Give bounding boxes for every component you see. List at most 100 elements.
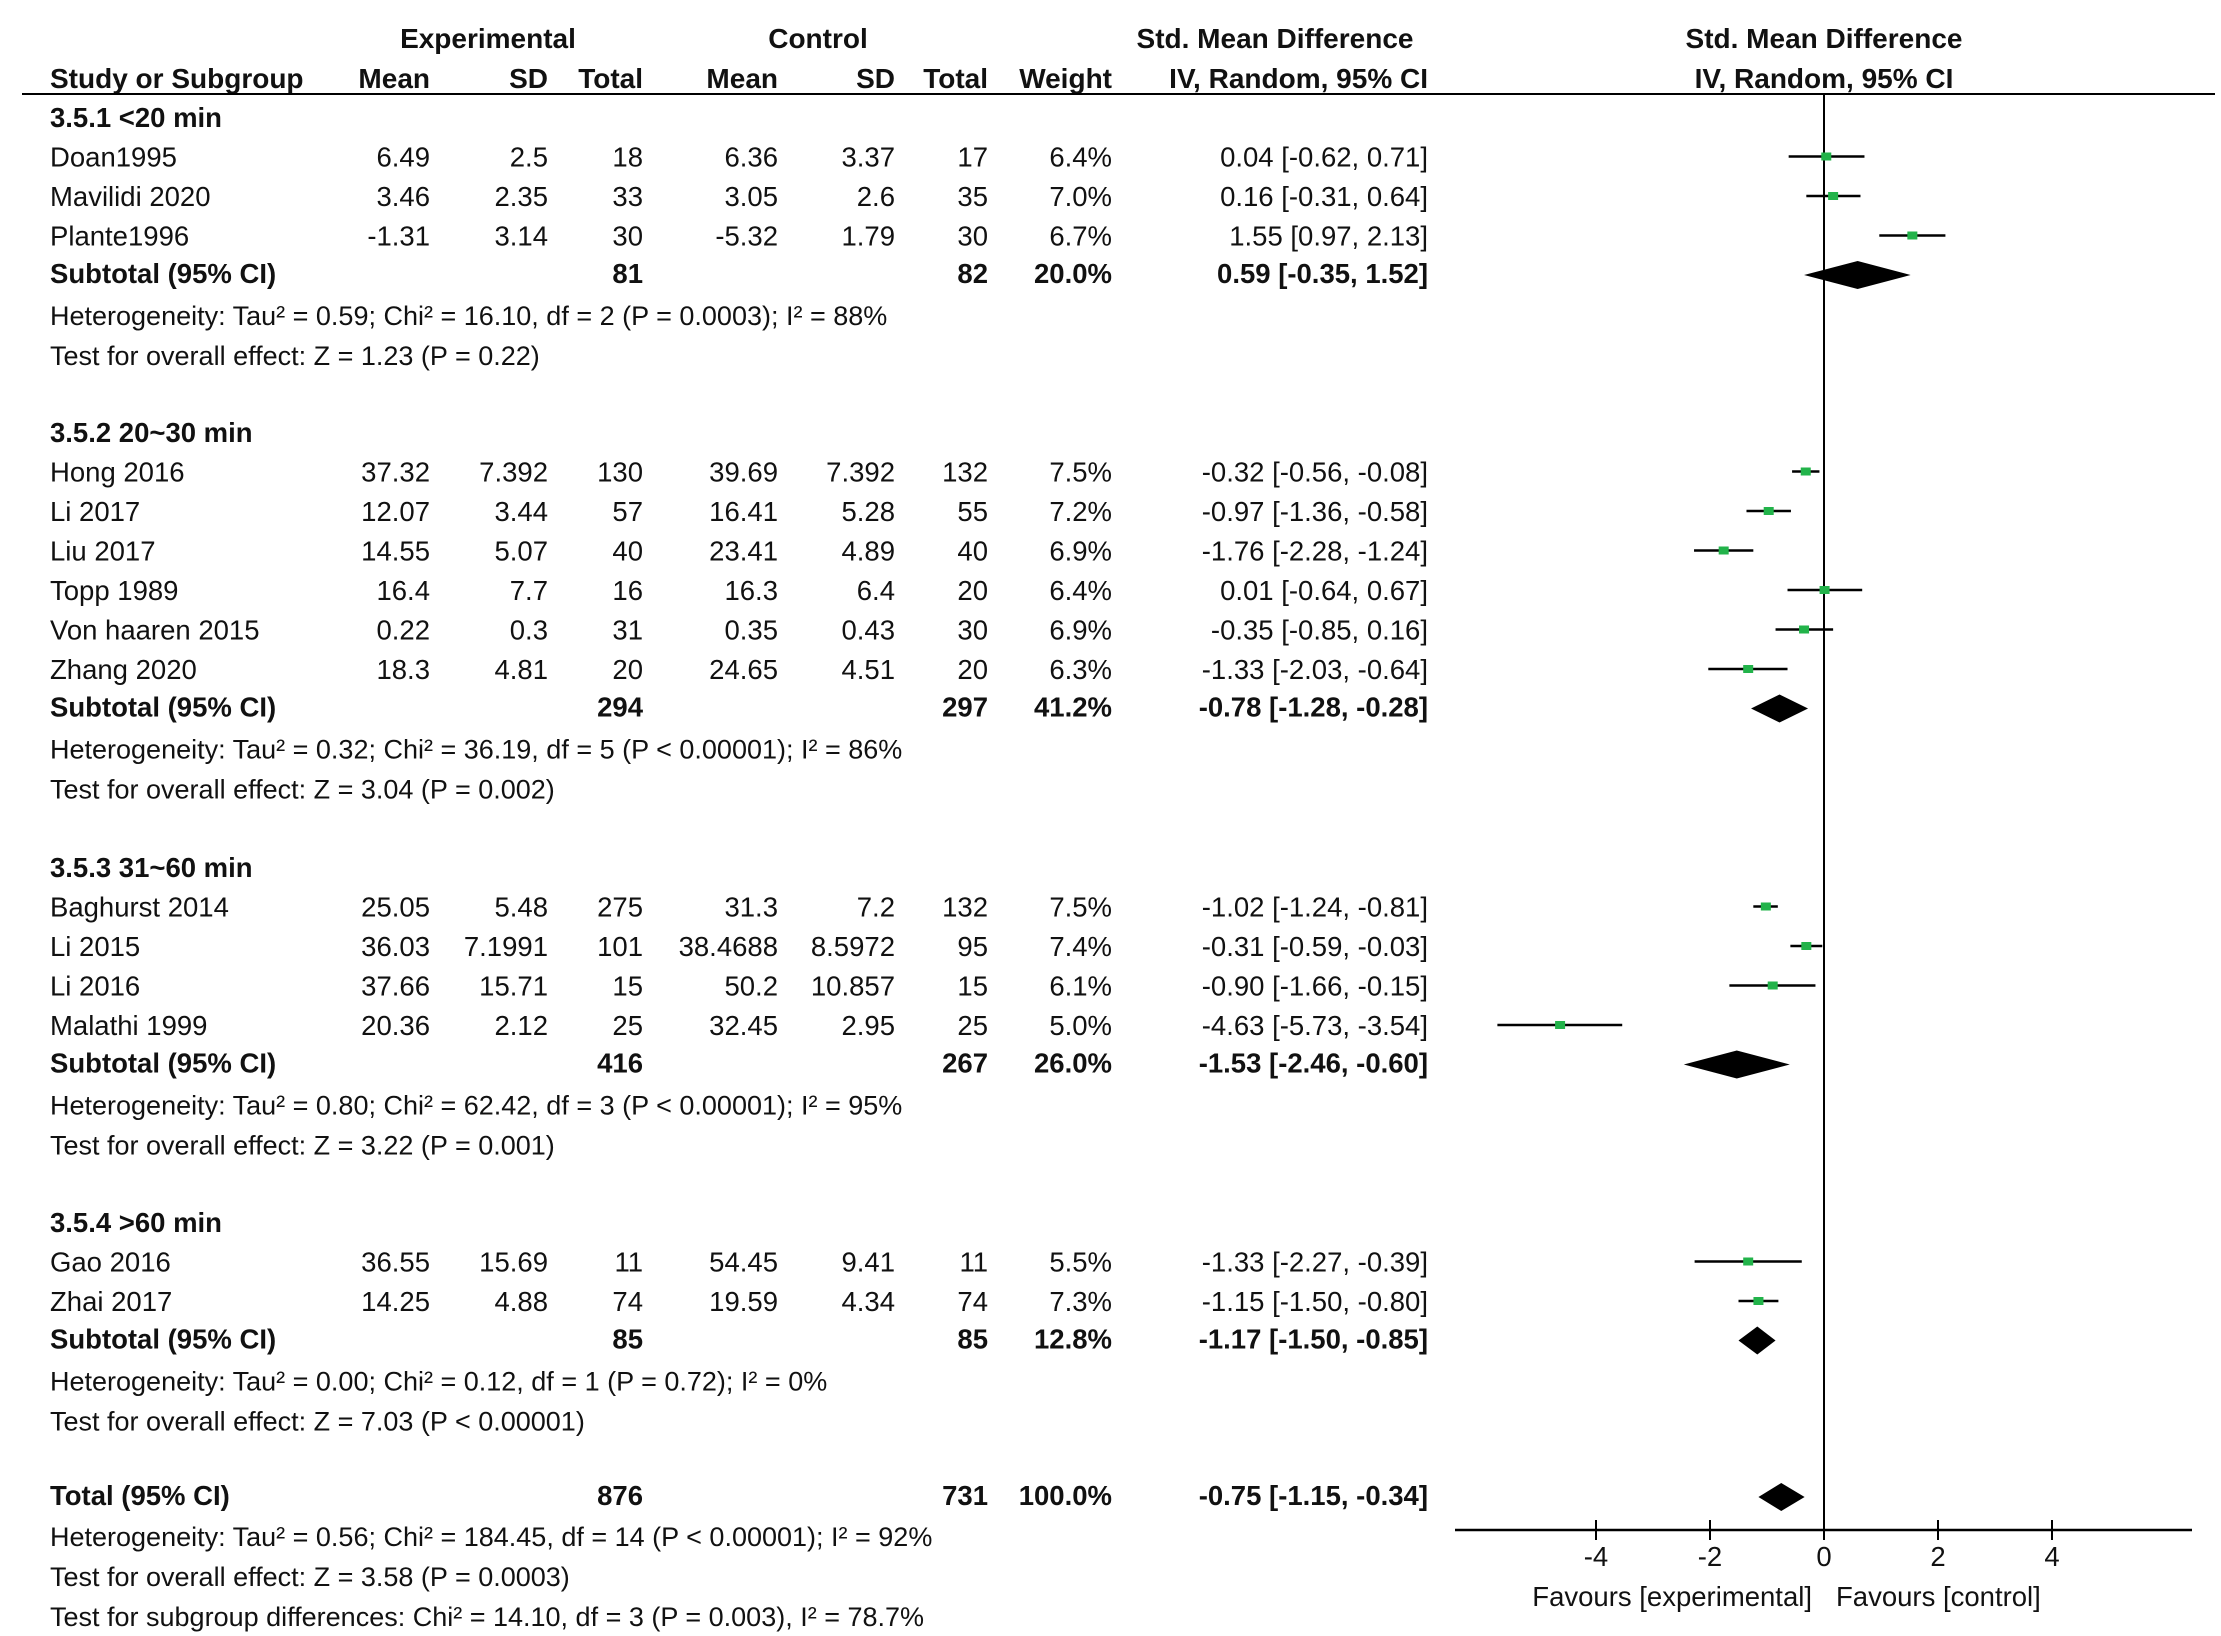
exp-total: 33 xyxy=(612,181,643,212)
point-estimate xyxy=(1800,467,1811,476)
subtotal-ci: -1.17 [-1.50, -0.85] xyxy=(1199,1324,1428,1355)
exp-sd: 7.1991 xyxy=(464,931,548,962)
ctl-total: 11 xyxy=(959,1247,988,1278)
exp-total: 275 xyxy=(597,892,643,923)
study-name: Malathi 1999 xyxy=(50,1010,207,1041)
exp-total: 18 xyxy=(612,142,643,173)
subtotal-ci: -0.78 [-1.28, -0.28] xyxy=(1199,692,1428,723)
smd-ci: -1.76 [-2.28, -1.24] xyxy=(1202,536,1428,567)
ctl-sd: 4.34 xyxy=(841,1286,895,1317)
weight: 6.4% xyxy=(1049,575,1112,606)
exp-sd: 5.48 xyxy=(494,892,548,923)
exp-mean: 14.55 xyxy=(361,536,430,567)
exp-total: 130 xyxy=(597,457,643,488)
subtotal-weight: 41.2% xyxy=(1034,692,1112,723)
smd-ci: 0.01 [-0.64, 0.67] xyxy=(1220,575,1428,606)
ctl-total: 74 xyxy=(957,1286,988,1317)
weight: 6.3% xyxy=(1049,654,1112,685)
subtotal-ci: -1.53 [-2.46, -0.60] xyxy=(1199,1048,1428,1079)
exp-total: 20 xyxy=(612,654,643,685)
header-smd: Std. Mean Difference xyxy=(1137,23,1414,54)
exp-total: 15 xyxy=(612,971,643,1002)
weight: 7.5% xyxy=(1049,457,1112,488)
exp-total: 31 xyxy=(612,615,643,646)
weight: 7.2% xyxy=(1049,496,1112,527)
subgroup-title: 3.5.1 <20 min xyxy=(50,102,222,133)
header-plot-title: Std. Mean Difference xyxy=(1686,23,1963,54)
smd-ci: -1.15 [-1.50, -0.80] xyxy=(1202,1286,1428,1317)
ctl-sd: 2.6 xyxy=(857,181,895,212)
header-smd-method: IV, Random, 95% CI xyxy=(1169,63,1428,94)
subgroup-title: 3.5.3 31~60 min xyxy=(50,852,253,883)
exp-mean: 20.36 xyxy=(361,1010,430,1041)
ctl-total: 30 xyxy=(957,221,988,252)
total-exp-total: 876 xyxy=(597,1480,643,1511)
header-ctl-sd: SD xyxy=(856,63,895,94)
header-ctl-mean: Mean xyxy=(706,63,778,94)
exp-sd: 7.392 xyxy=(479,457,548,488)
ctl-sd: 8.5972 xyxy=(811,931,895,962)
ctl-sd: 10.857 xyxy=(811,971,895,1002)
subtotal-label: Subtotal (95% CI) xyxy=(50,258,276,289)
x-tick-label: -4 xyxy=(1584,1541,1608,1572)
point-estimate xyxy=(1828,192,1839,200)
weight: 7.5% xyxy=(1049,892,1112,923)
exp-total: 25 xyxy=(612,1010,643,1041)
ctl-total: 25 xyxy=(957,1010,988,1041)
exp-mean: 36.55 xyxy=(361,1247,430,1278)
study-name: Zhai 2017 xyxy=(50,1286,172,1317)
exp-total: 11 xyxy=(614,1247,643,1278)
header-control: Control xyxy=(768,23,868,54)
subtotal-diamond xyxy=(1738,1326,1776,1355)
subgroup-overall-effect: Test for overall effect: Z = 3.22 (P = 0… xyxy=(50,1131,555,1161)
weight: 6.9% xyxy=(1049,536,1112,567)
exp-mean: 3.46 xyxy=(376,181,430,212)
subtotal-exp-total: 416 xyxy=(597,1048,643,1079)
weight: 6.1% xyxy=(1049,971,1112,1002)
subtotal-exp-total: 81 xyxy=(612,258,643,289)
ctl-mean: -5.32 xyxy=(715,221,778,252)
exp-sd: 15.69 xyxy=(479,1247,548,1278)
smd-ci: -0.90 [-1.66, -0.15] xyxy=(1202,971,1428,1002)
subgroup-heterogeneity: Heterogeneity: Tau² = 0.80; Chi² = 62.42… xyxy=(50,1091,902,1121)
ctl-sd: 3.37 xyxy=(841,142,895,173)
header-study: Study or Subgroup xyxy=(50,63,304,94)
point-estimate xyxy=(1819,586,1830,594)
point-estimate xyxy=(1821,152,1832,161)
exp-mean: 16.4 xyxy=(376,575,430,606)
exp-sd: 3.44 xyxy=(494,496,548,527)
point-estimate xyxy=(1907,231,1918,240)
ctl-sd: 6.4 xyxy=(857,575,895,606)
point-estimate xyxy=(1763,507,1774,515)
subgroup-overall-effect: Test for overall effect: Z = 1.23 (P = 0… xyxy=(50,341,540,371)
smd-ci: -1.02 [-1.24, -0.81] xyxy=(1202,892,1428,923)
ctl-total: 95 xyxy=(957,931,988,962)
exp-total: 16 xyxy=(612,575,643,606)
ctl-mean: 31.3 xyxy=(724,892,778,923)
smd-ci: -0.31 [-0.59, -0.03] xyxy=(1202,931,1428,962)
total-ctl-total: 731 xyxy=(942,1480,988,1511)
weight: 7.4% xyxy=(1049,931,1112,962)
subtotal-ctl-total: 267 xyxy=(942,1048,988,1079)
favours-control: Favours [control] xyxy=(1836,1581,2041,1612)
subtotal-weight: 20.0% xyxy=(1034,258,1112,289)
header-plot-method: IV, Random, 95% CI xyxy=(1695,63,1954,94)
point-estimate xyxy=(1801,942,1812,950)
ctl-sd: 7.2 xyxy=(857,892,895,923)
weight: 5.0% xyxy=(1049,1010,1112,1041)
favours-experimental: Favours [experimental] xyxy=(1532,1581,1812,1612)
weight: 6.7% xyxy=(1049,221,1112,252)
ctl-mean: 16.3 xyxy=(724,575,778,606)
subgroup-heterogeneity: Heterogeneity: Tau² = 0.00; Chi² = 0.12,… xyxy=(50,1367,827,1397)
subgroup-overall-effect: Test for overall effect: Z = 7.03 (P < 0… xyxy=(50,1407,585,1437)
point-estimate xyxy=(1760,902,1771,911)
exp-sd: 0.3 xyxy=(510,615,548,646)
ctl-sd: 1.79 xyxy=(841,221,895,252)
exp-sd: 3.14 xyxy=(494,221,548,252)
ctl-mean: 50.2 xyxy=(724,971,778,1002)
ctl-mean: 16.41 xyxy=(709,496,778,527)
subtotal-label: Subtotal (95% CI) xyxy=(50,1048,276,1079)
exp-total: 40 xyxy=(612,536,643,567)
ctl-mean: 6.36 xyxy=(724,142,778,173)
